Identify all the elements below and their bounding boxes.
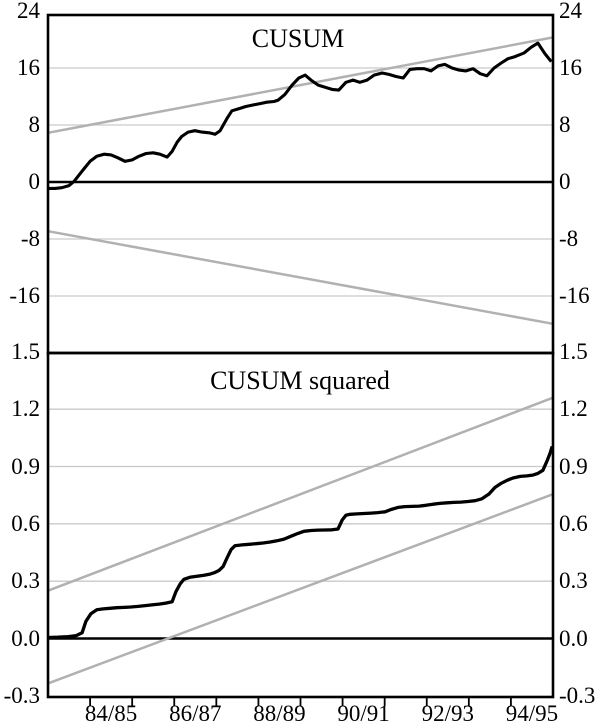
y-tick-label-left: 0.6 xyxy=(11,510,40,536)
top-panel-border xyxy=(46,13,555,355)
bottom-panel-border xyxy=(46,351,555,699)
upper-5pct-bound-line xyxy=(47,36,554,135)
y-tick-label-right: 0.9 xyxy=(559,453,588,479)
x-tick-label: 86/87 xyxy=(169,701,222,726)
cusum-squared-line xyxy=(47,445,554,640)
x-tick-label: 90/91 xyxy=(337,701,390,726)
y-tick-label-right: 16 xyxy=(559,55,582,80)
y-tick-label-left: 24 xyxy=(17,0,40,23)
y-tick-label-right: 1.2 xyxy=(559,396,588,422)
x-tick-label: 84/85 xyxy=(84,701,138,726)
y-tick-label-left: 16 xyxy=(17,55,40,80)
y-tick-label-left: -16 xyxy=(9,283,40,308)
y-tick-label-left: 0.3 xyxy=(11,568,40,594)
y-tick-label-left: 0.9 xyxy=(11,453,40,479)
x-tick-label: 94/95 xyxy=(505,701,559,726)
y-tick-label-left: -8 xyxy=(20,226,40,251)
y-tick-label-left: 0.0 xyxy=(11,625,40,651)
y-tick-label-left: 1.5 xyxy=(11,338,40,364)
y-tick-label-right: -0.3 xyxy=(559,682,596,708)
y-tick-label-left: 1.2 xyxy=(11,396,40,422)
x-tick-label: 88/89 xyxy=(253,701,306,726)
panel-title-cusum: CUSUM xyxy=(251,24,345,53)
cusum-line xyxy=(48,41,553,190)
lower-5pct-bound-line xyxy=(47,493,554,685)
y-tick-label-right: 0.3 xyxy=(559,568,588,594)
y-tick-label-right: -8 xyxy=(559,226,579,251)
y-tick-label-right: 1.5 xyxy=(559,338,588,364)
x-tick-label: 92/93 xyxy=(421,701,474,726)
y-tick-label-right: 0 xyxy=(559,169,571,194)
lower-5pct-bound-line xyxy=(47,229,554,326)
y-tick-label-right: 24 xyxy=(559,0,582,23)
y-tick-label-right: 8 xyxy=(559,112,571,137)
panel-title-cusum-squared: CUSUM squared xyxy=(210,366,390,395)
y-tick-label-left: 0 xyxy=(28,169,41,194)
y-tick-label-left: 8 xyxy=(28,112,41,137)
y-tick-label-left: -0.3 xyxy=(3,682,40,708)
upper-5pct-bound-line xyxy=(47,396,554,592)
y-tick-label-right: 0.6 xyxy=(559,510,588,536)
y-tick-label-right: -16 xyxy=(559,283,590,308)
y-tick-label-right: 0.0 xyxy=(559,625,588,651)
